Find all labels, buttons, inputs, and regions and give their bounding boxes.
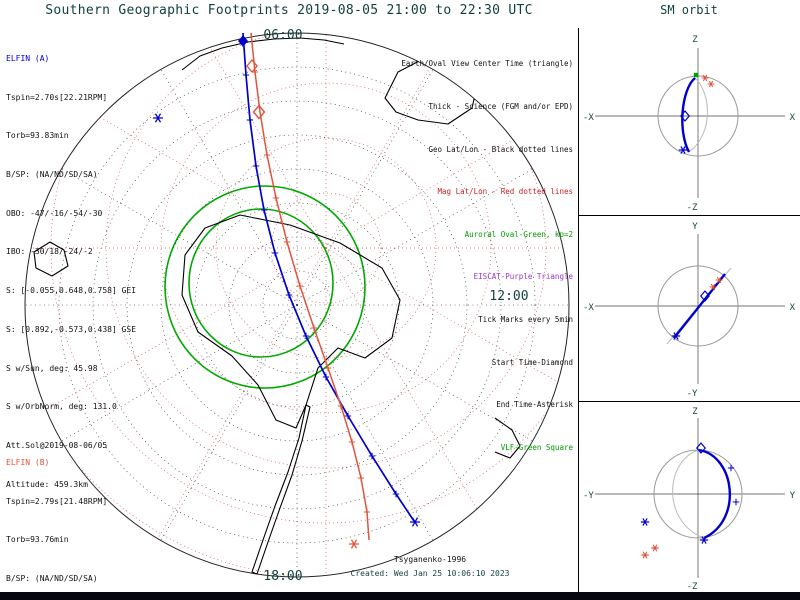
legend-item: Mag Lat/Lon - Red dotted lines <box>437 187 573 197</box>
elfin-a-line: Torb=93.83min <box>6 131 69 141</box>
sm-panel-yz: Z -Z -Y Y <box>579 401 800 592</box>
elfin-b-info: ELFIN (B) Tspin=2.79s[21.48RPM] Torb=93.… <box>6 431 141 600</box>
field-model-label: Tsyganenko-1996 <box>393 555 467 564</box>
legend-item: Auroral Oval-Green, kp=2 <box>464 229 573 239</box>
legend-item: VLF-Green Square <box>500 442 573 452</box>
axis-label-right: Y <box>790 491 796 501</box>
axis-label-left: -X <box>583 113 594 123</box>
elfin-b-marker <box>707 80 715 88</box>
map-svg: 06:00 12:00 18:00 <box>24 28 570 584</box>
legend-item: Thick - Science (FGM and/or EPD) <box>428 102 574 112</box>
elfin-a-line: Altitude: 459.3km <box>6 479 88 489</box>
elfin-b-footprint <box>246 32 371 549</box>
axis-label-left: -X <box>583 303 594 313</box>
elfin-a-line: S w/OrbNorm, deg: 131.0 <box>6 402 117 412</box>
earth-circle <box>657 265 739 347</box>
elfin-b-line: B/SP: (NA/ND/SD/SA) <box>6 573 98 583</box>
right-coast-fragment <box>494 417 521 459</box>
bottom-bar <box>0 592 800 600</box>
auroral-oval <box>164 185 366 389</box>
legend-item: EISCAT-Purple Triangle <box>473 272 573 282</box>
vlf-green-square <box>693 72 699 78</box>
coastlines <box>33 37 521 575</box>
legend-item: Start Time-Diamond <box>491 357 573 367</box>
axis-label-top: Z <box>692 35 698 45</box>
elfin-b-line: Tspin=2.79s[21.48RPM] <box>6 496 108 506</box>
elfin-a-line: IBO: -30/18/-24/-2 <box>6 247 93 257</box>
elfin-b-marker <box>640 551 650 559</box>
elfin-a-line: S: [-0.055,0.648,0.758] GEI <box>6 286 137 296</box>
created-timestamp: Created: Wed Jan 25 10:06:10 2023 <box>350 569 510 578</box>
elfin-a-ticks <box>242 71 400 498</box>
mlt-label-1200: 12:00 <box>489 289 528 304</box>
elfin-a-marker <box>640 517 650 527</box>
orbit-science-segment <box>681 77 696 153</box>
elfin-b-name: ELFIN (B) <box>6 457 50 467</box>
elfin-a-track <box>242 32 415 522</box>
page-title: Southern Geographic Footprints 2019-08-0… <box>45 3 533 18</box>
sm-panel-xz: Z -Z -X X <box>579 28 800 215</box>
axis-label-bottom: -Z <box>687 582 698 591</box>
elfin-a-footprint <box>152 32 421 527</box>
orbit-science-segment <box>673 273 726 339</box>
elfin-a-line: Tspin=2.70s[22.21RPM] <box>6 92 108 102</box>
elfin-a-line: OBO: -47/-16/-54/-30 <box>6 208 103 218</box>
elfin-a-name: ELFIN (A) <box>6 53 50 63</box>
elfin-a-line: Att.Sol@2019-08-06/05 <box>6 441 108 450</box>
mlt-labels: 06:00 12:00 18:00 <box>263 28 528 584</box>
orbit-farside <box>688 77 708 153</box>
elfin-a-line: B/SP: (NA/ND/SD/SA) <box>6 169 98 179</box>
orbit-tick <box>732 498 740 506</box>
legend-item: Geo Lat/Lon - Black dotted lines <box>428 144 574 154</box>
top-coastline <box>181 37 345 71</box>
sm-panel-xy: Y -Y -X X <box>579 215 800 401</box>
xz-axes <box>595 48 785 198</box>
antarctica-outline <box>181 214 401 429</box>
axis-label-bottom: -Z <box>687 203 698 213</box>
mlt-label-1800: 18:00 <box>263 569 302 584</box>
axis-label-bottom: -Y <box>687 389 698 399</box>
orbit-farside <box>672 449 705 539</box>
yz-axes <box>595 418 785 578</box>
axis-label-top: Z <box>692 407 698 417</box>
xy-axes <box>595 234 785 384</box>
axis-label-left: -Y <box>583 491 594 501</box>
axis-label-right: X <box>790 303 796 313</box>
elfin-a-end-asterisk <box>409 517 421 527</box>
elfin-a-extra-asterisk <box>152 113 164 123</box>
orbit-tick <box>727 464 735 472</box>
mlt-label-0600: 06:00 <box>263 28 302 43</box>
elfin-a-line: S w/Sun, deg: 45.98 <box>6 363 98 373</box>
orbit-science-segment <box>698 448 731 540</box>
legend-item: End Time-Asterisk <box>496 400 573 410</box>
sm-orbit-title: SM orbit <box>660 3 718 17</box>
elfin-b-end-asterisk <box>348 539 360 549</box>
mag-grid <box>25 33 569 577</box>
antarctic-peninsula <box>251 404 311 575</box>
left-islands <box>33 241 69 277</box>
map-legend: Earth/Oval View Center Time (triangle) T… <box>401 29 573 484</box>
elfin-b-line: Torb=93.76min <box>6 535 69 545</box>
map-area: 06:00 12:00 18:00 <box>0 28 578 592</box>
elfin-b-track <box>250 32 370 541</box>
elfin-a-info: ELFIN (A) Tspin=2.70s[22.21RPM] Torb=93.… <box>6 27 136 517</box>
axis-label-top: Y <box>692 222 698 232</box>
legend-item: Tick Marks every 5min <box>478 315 573 325</box>
sm-orbit-column: Z -Z -X X <box>578 28 800 592</box>
elfin-a-line: S: [0.892,-0.573,0.438] GSE <box>6 324 137 334</box>
axis-label-right: X <box>790 113 796 123</box>
elfin-b-marker <box>650 544 660 552</box>
map-outer-edge <box>24 32 570 578</box>
legend-item: Earth/Oval View Center Time (triangle) <box>401 59 573 69</box>
